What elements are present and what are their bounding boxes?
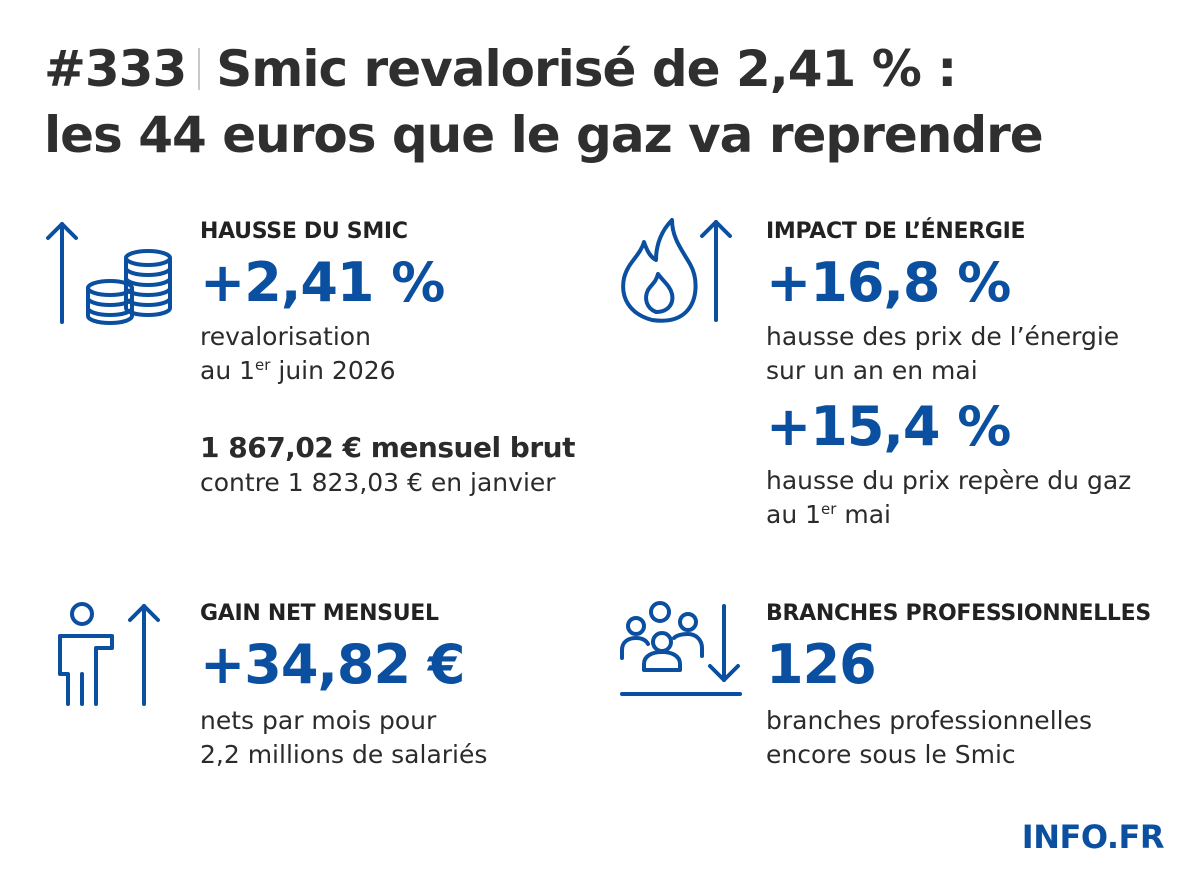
smic-desc-line1: revalorisation xyxy=(200,322,371,351)
smic-desc-date-post: juin 2026 xyxy=(270,356,396,385)
arrow-up-coins-icon xyxy=(46,222,172,325)
energy-desc1-line1: hausse des prix de l’énergie xyxy=(766,322,1120,351)
smic-desc-date-pre: au 1 xyxy=(200,356,256,385)
energy-label: IMPACT DE L’ÉNERGIE xyxy=(766,219,1026,244)
energy-desc2-date-pre: au 1 xyxy=(766,500,822,529)
branches-desc-line1: branches professionnelles xyxy=(766,706,1092,735)
energy-value-1: +16,8 % xyxy=(766,251,1011,314)
energy-desc2-date-sup: er xyxy=(821,500,837,518)
smic-desc-line2: au 1er juin 2026 xyxy=(200,354,575,388)
energy-desc2-date-post: mai xyxy=(836,500,892,529)
gain-block: GAIN NET MENSUEL +34,82 € nets par mois … xyxy=(200,600,487,772)
gain-label: GAIN NET MENSUEL xyxy=(200,601,439,626)
branches-block: BRANCHES PROFESSIONNELLES 126 branches p… xyxy=(766,600,1151,772)
smic-label: HAUSSE DU SMIC xyxy=(200,219,408,244)
title-separator xyxy=(198,48,201,90)
energy-desc2-line2: au 1er mai xyxy=(766,498,1131,532)
gain-desc-line1: nets par mois pour xyxy=(200,706,437,735)
branches-desc-line2: encore sous le Smic xyxy=(766,740,1016,769)
person-arrow-up-icon xyxy=(58,602,160,706)
energy-desc2-line1: hausse du prix repère du gaz xyxy=(766,466,1132,495)
energy-desc1-line2: sur un an en mai xyxy=(766,356,978,385)
gain-value: +34,82 € xyxy=(200,633,465,696)
smic-block: HAUSSE DU SMIC +2,41 % revalorisation au… xyxy=(200,218,575,500)
energy-block: IMPACT DE L’ÉNERGIE +16,8 % hausse des p… xyxy=(766,218,1131,532)
branches-value: 126 xyxy=(766,633,877,696)
smic-amount-compare: contre 1 823,03 € en janvier xyxy=(200,468,556,497)
title-text-1: Smic revalorisé de 2,41 % : xyxy=(216,40,957,98)
flame-arrow-up-icon xyxy=(621,218,732,323)
group-arrow-down-icon xyxy=(620,601,742,696)
smic-value: +2,41 % xyxy=(200,251,445,314)
title-line-2: les 44 euros que le gaz va reprendre xyxy=(44,106,1044,164)
issue-number: #333 xyxy=(44,40,187,98)
page-title: #333 Smic revalorisé de 2,41 % : les 44 e… xyxy=(44,36,1164,168)
brand-logo: INFO.FR xyxy=(1021,818,1165,856)
smic-amount: 1 867,02 € mensuel brut xyxy=(200,431,575,464)
smic-desc-date-sup: er xyxy=(255,356,271,374)
energy-value-2: +15,4 % xyxy=(766,395,1011,458)
branches-label: BRANCHES PROFESSIONNELLES xyxy=(766,601,1151,626)
gain-desc-line2: 2,2 millions de salariés xyxy=(200,740,488,769)
title-line-1: #333 Smic revalorisé de 2,41 % : xyxy=(44,36,1164,102)
